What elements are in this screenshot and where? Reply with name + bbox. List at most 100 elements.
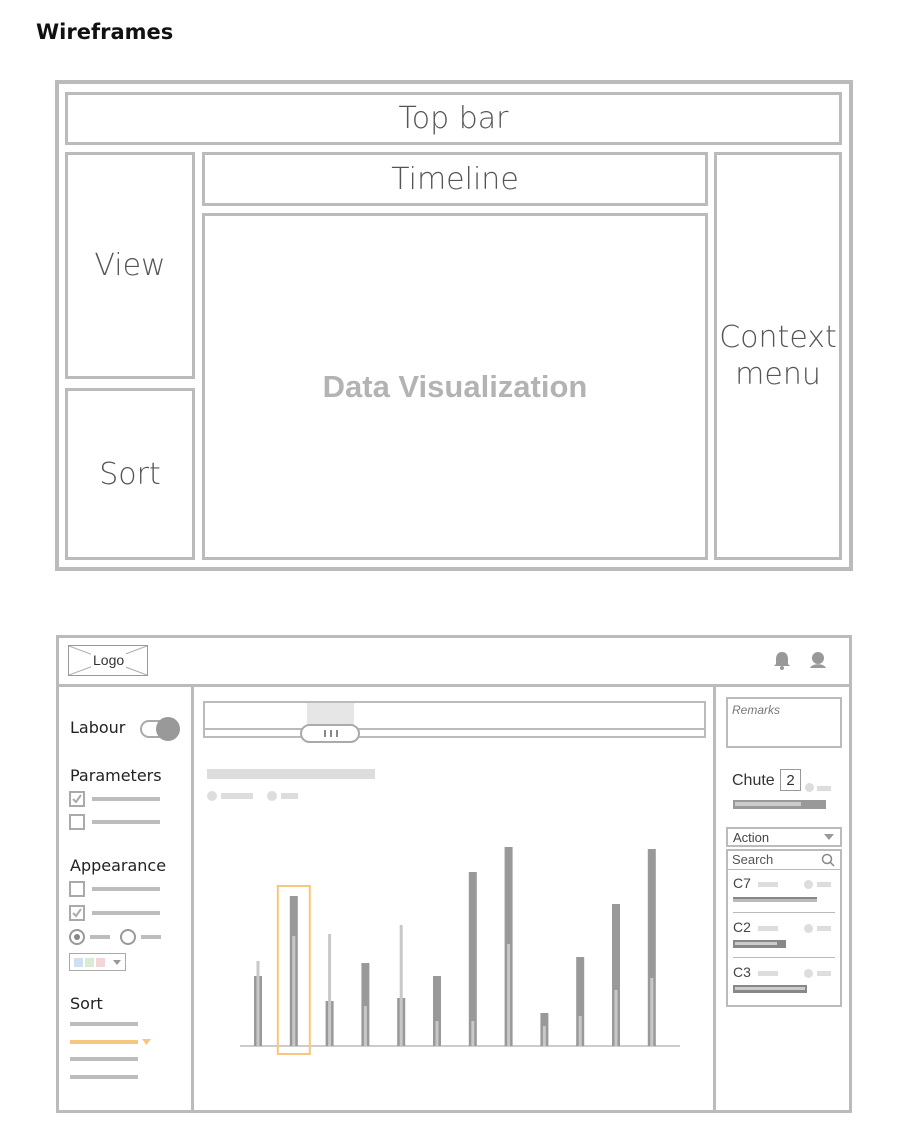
bar-light-9[interactable] [542,1026,546,1046]
data-visualization-block: Data Visualization [202,213,708,560]
list-item-bar-light [733,899,817,902]
list-item-line [758,882,778,887]
appearance-checkbox-1[interactable] [69,881,85,897]
appearance-radio-2[interactable] [120,929,136,945]
legend-line-2 [281,793,298,799]
bar-dark-12[interactable] [647,849,656,1046]
sort-block: Sort [65,388,195,560]
list-item-dot [804,880,813,889]
parameter-checkbox-2[interactable] [69,814,85,830]
check-icon [72,908,82,918]
list-item-bar-light [735,987,805,990]
chute-progress [733,800,826,809]
legend-line-1 [221,793,253,799]
bar-light-8[interactable] [507,944,511,1046]
timeline[interactable] [203,701,706,738]
appearance-label: Appearance [70,856,167,875]
bar-light-1[interactable] [256,961,260,1046]
list-item-divider [733,912,835,913]
bar-light-4[interactable] [363,1006,367,1046]
sort-label: Sort [70,994,103,1013]
chart-title-placeholder [207,769,375,779]
bar-light-3[interactable] [328,934,332,1046]
list-item-dot-line [817,882,831,887]
bar-dark-11[interactable] [612,904,620,1046]
list-item-c3[interactable]: C3 [730,962,838,998]
parameter-line-1 [92,797,160,801]
right-divider [713,687,716,1113]
list-item-line [758,926,778,931]
bar-light-2[interactable] [292,936,296,1046]
remarks-box[interactable]: Remarks [726,697,842,748]
handle-grip-3 [336,730,338,737]
search-input[interactable]: Search [728,851,840,870]
bar-highlight [276,885,311,1055]
bar-dark-7[interactable] [468,872,477,1046]
handle-grip-2 [330,730,332,737]
search-icon [821,853,835,867]
timeline-block: Timeline [202,152,708,206]
check-icon [72,794,82,804]
labour-label: Labour [70,718,126,737]
bell-icon[interactable] [772,650,792,670]
timeline-handle[interactable] [300,724,360,743]
sort-option-3[interactable] [70,1057,138,1061]
timeline-selection [307,703,354,728]
sort-option-4[interactable] [70,1075,138,1079]
swatch-red [96,958,105,967]
chute-dot-line [817,786,831,791]
action-label: Action [733,830,770,845]
legend-dot-1 [207,791,217,801]
radio-dot [74,934,80,940]
list-item-c7[interactable]: C7 [730,873,838,913]
appearance-radio-1[interactable] [69,929,85,945]
list-item-divider [733,957,835,958]
labour-toggle[interactable] [140,717,180,741]
toggle-knob [156,717,180,741]
list-item-dot-line [817,926,831,931]
app-frame [56,635,852,1113]
bar-light-5[interactable] [399,925,403,1046]
chute-value[interactable]: 2 [780,769,801,791]
left-divider [191,687,194,1113]
bar-dark-6[interactable] [433,976,441,1046]
swatch-blue [74,958,83,967]
list-item-bar-light [735,942,777,945]
chute-label: Chute [732,772,775,789]
bar-light-6[interactable] [435,1021,439,1046]
bar-light-11[interactable] [614,990,618,1046]
parameter-checkbox-1[interactable] [69,791,85,807]
search-placeholder: Search [732,852,774,867]
sort-option-2-selected[interactable] [70,1040,138,1044]
logo-text: Logo [91,652,127,668]
handle-grip-1 [324,730,326,737]
bar-light-10[interactable] [578,1016,582,1046]
chute-list-panel [726,849,842,1007]
sort-option-1[interactable] [70,1022,138,1026]
logo[interactable]: Logo [68,645,148,676]
appearance-line-2 [92,911,160,915]
remarks-placeholder: Remarks [732,703,781,717]
bar-dark-4[interactable] [361,963,370,1046]
top-bar [56,684,852,687]
bar-dark-10[interactable] [576,957,585,1046]
color-palette-select[interactable] [69,953,126,971]
parameters-label: Parameters [70,766,162,785]
list-item-c2[interactable]: C2 [730,917,838,958]
appearance-checkbox-2[interactable] [69,905,85,921]
list-item-label: C2 [733,919,751,935]
legend-dot-2 [267,791,277,801]
bar-light-7[interactable] [471,1021,475,1046]
page-heading: Wireframes [36,20,174,44]
list-item-dot [804,924,813,933]
list-item-dot [804,969,813,978]
list-item-bar-dark [733,897,817,900]
chevron-down-icon [824,834,834,840]
list-item-label: C3 [733,964,751,980]
user-avatar-icon[interactable] [808,650,828,670]
list-item-bar-dark [733,985,807,993]
chute-dot [805,783,814,792]
action-dropdown[interactable]: Action [726,827,842,847]
chute-progress-fill [735,802,801,806]
bar-light-12[interactable] [650,978,654,1046]
